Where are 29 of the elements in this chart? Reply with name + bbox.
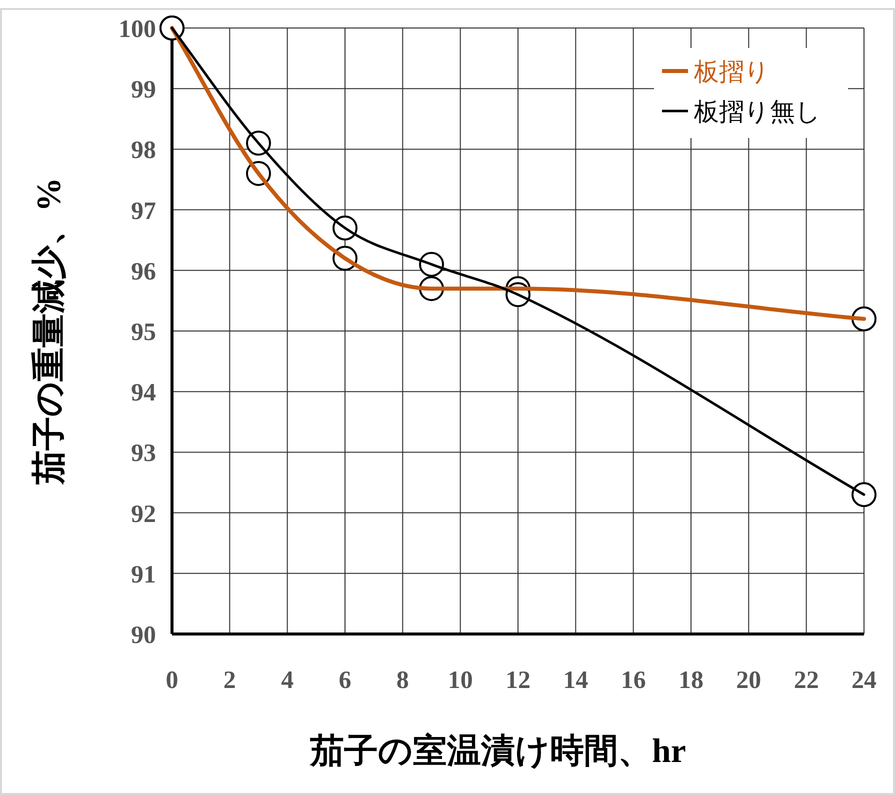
legend-label: 板摺り [693,59,770,86]
y-axis-title: 茄子の重量減少、% [31,178,68,486]
x-tick-label: 8 [396,667,409,694]
x-tick-label: 10 [448,667,473,694]
x-tick-label: 14 [563,667,589,694]
x-tick-label: 2 [223,667,236,694]
x-tick-label: 16 [620,667,646,694]
y-tick-label: 95 [131,319,156,346]
y-tick-label: 100 [118,16,156,43]
y-tick-label: 94 [131,380,156,407]
legend-label: 板摺り無し [693,99,821,126]
y-tick-label: 97 [131,198,156,225]
x-tick-label: 18 [678,667,704,694]
x-tick-label: 12 [506,667,530,694]
x-tick-label: 0 [166,667,178,694]
y-tick-label: 98 [131,137,156,164]
x-tick-label: 22 [794,667,819,694]
x-tick-label: 6 [338,667,352,694]
point [852,482,876,508]
y-tick-label: 93 [131,440,156,468]
y-tick-label: 90 [131,622,156,649]
y-tick-label: 96 [131,258,156,286]
y-tick-label: 92 [131,500,156,528]
y-tick-label: 99 [131,76,156,104]
x-tick-label: 20 [736,667,762,694]
x-tick-label: 4 [281,667,294,694]
y-tick-label: 91 [131,561,156,588]
x-tick-label: 24 [852,667,877,694]
x-axis-title: 茄子の室温漬け時間、hr [309,732,686,770]
